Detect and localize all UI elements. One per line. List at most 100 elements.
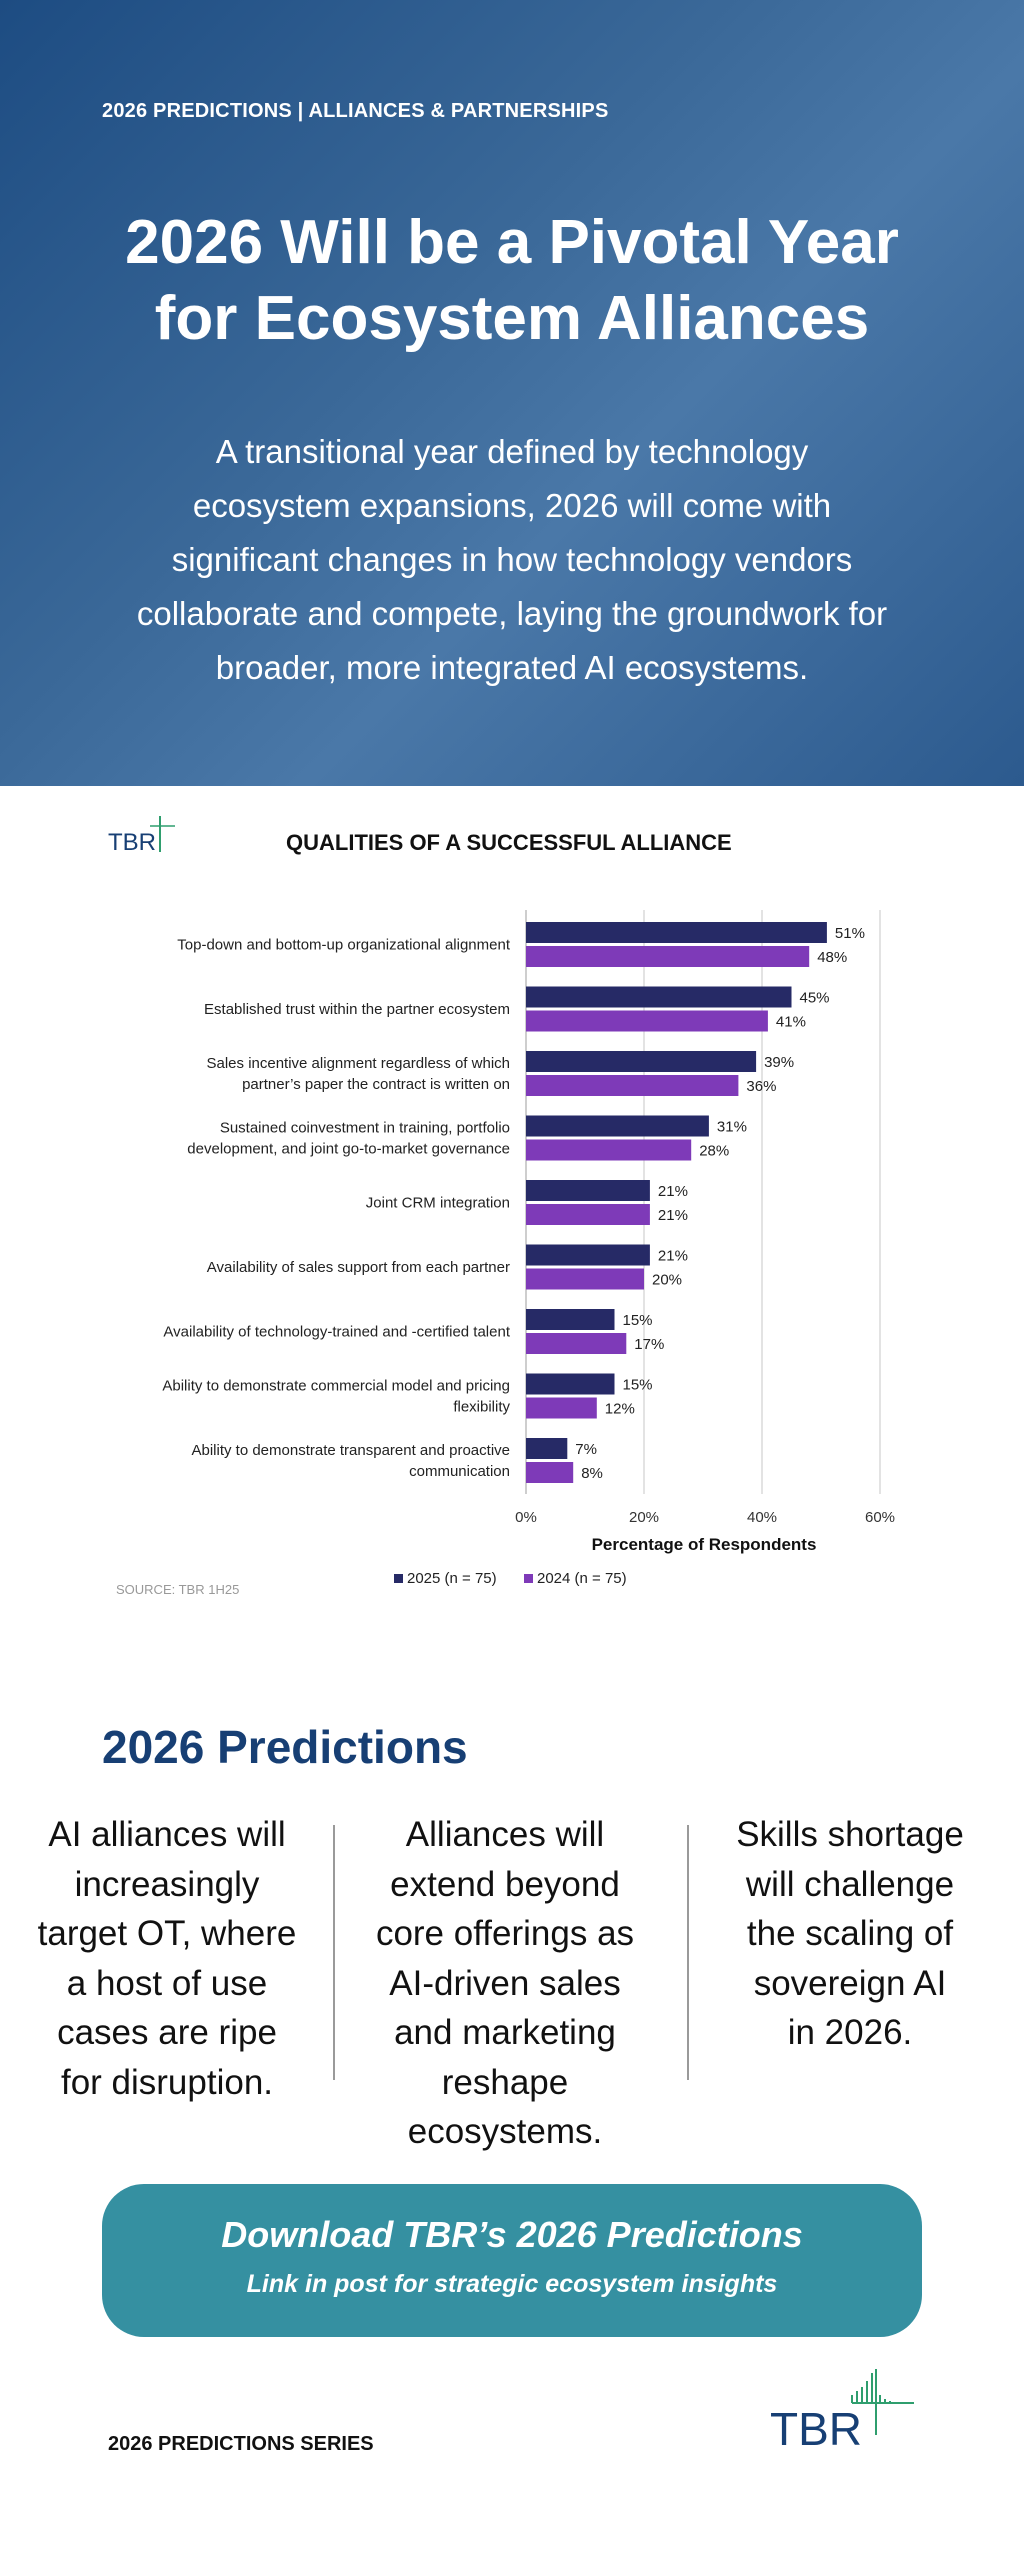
bar	[526, 1244, 650, 1266]
data-label: 21%	[658, 1183, 688, 1200]
bar	[526, 1180, 650, 1201]
bar-chart: TBR QUALITIES OF A SUCCESSFUL ALLIANCE 0% 2…	[108, 816, 895, 1597]
subtitle-line: broader, more integrated AI ecosystems.	[215, 649, 809, 686]
data-label: 8%	[581, 1465, 603, 1482]
tbr-logo: TBR	[770, 2369, 914, 2455]
chart-area: TBR QUALITIES OF A SUCCESSFUL ALLIANCE 0% 2…	[0, 786, 1024, 1646]
bar	[526, 1397, 597, 1419]
page-title-line: 2026 Will be a Pivotal Year	[125, 208, 899, 277]
data-label: 39%	[764, 1054, 794, 1071]
subtitle-line: A transitional year defined by technolog…	[215, 433, 809, 470]
x-axis-label: Percentage of Respondents	[592, 1535, 817, 1554]
prediction-line: reshape	[441, 2062, 569, 2102]
data-label: 17%	[634, 1336, 664, 1353]
bar	[526, 1204, 650, 1225]
download-cta-button[interactable]: Download TBR’s 2026 Predictions Link in …	[102, 2184, 922, 2337]
bar	[526, 1075, 739, 1096]
data-label: 36%	[746, 1078, 776, 1095]
page-title: 2026 Will be a Pivotal Year for Ecosyste…	[60, 205, 964, 357]
prediction-line: target OT, where	[37, 1914, 297, 1953]
chart-title: QUALITIES OF A SUCCESSFUL ALLIANCE	[286, 830, 732, 855]
data-label: 12%	[605, 1401, 635, 1418]
prediction-item: Skills shortage will challenge the scali…	[710, 1810, 990, 2058]
data-label: 28%	[699, 1143, 729, 1160]
bar	[526, 1051, 757, 1072]
prediction-line: in 2026.	[787, 2013, 913, 2052]
legend-swatch	[524, 1574, 533, 1583]
subtitle-line: significant changes in how technology ve…	[171, 541, 853, 578]
chart-logo-text: TBR	[108, 829, 156, 856]
prediction-line: AI alliances will	[48, 1815, 286, 1854]
category-label: development, and joint go-to-market gove…	[187, 1141, 510, 1158]
data-label: 31%	[717, 1119, 747, 1136]
data-label: 15%	[623, 1312, 653, 1329]
category-label: Ability to demonstrate commercial model …	[162, 1378, 510, 1395]
data-label: 45%	[800, 990, 830, 1007]
source-note: SOURCE: TBR 1H25	[116, 1582, 239, 1597]
prediction-line: extend beyond	[390, 1864, 620, 1904]
prediction-line: and marketing	[394, 2013, 616, 2052]
bar	[526, 946, 810, 967]
predictions-heading: 2026 Predictions	[102, 1721, 468, 1773]
prediction-line: ecosystems.	[407, 2112, 603, 2151]
subtitle-line: collaborate and compete, laying the grou…	[136, 595, 888, 632]
category-label: Established trust within the partner eco…	[204, 1001, 510, 1018]
prediction-line: the scaling of	[746, 1914, 954, 1953]
data-label: 21%	[658, 1207, 688, 1224]
hero-subtitle: A transitional year defined by technolog…	[92, 425, 932, 695]
data-label: 20%	[652, 1272, 682, 1289]
prediction-item: Alliances will extend beyond core offeri…	[355, 1810, 655, 2157]
category-label: Joint CRM integration	[366, 1195, 510, 1212]
data-label: 15%	[623, 1377, 653, 1394]
prediction-line: increasingly	[74, 1864, 260, 1904]
category-label: Ability to demonstrate transparent and p…	[191, 1442, 510, 1459]
bar	[526, 1373, 615, 1395]
series-label: 2026 PREDICTIONS SERIES	[108, 2433, 374, 2455]
category-label: Availability of sales support from each …	[207, 1259, 510, 1276]
bar	[526, 1438, 568, 1459]
legend-swatch	[394, 1574, 403, 1583]
x-tick-label: 40%	[747, 1509, 777, 1526]
cta-title: Download TBR’s 2026 Predictions	[221, 2214, 803, 2255]
category-label: flexibility	[453, 1399, 510, 1416]
bar	[526, 1333, 627, 1354]
category-label: Sales incentive alignment regardless of …	[207, 1055, 511, 1072]
data-label: 51%	[835, 925, 865, 942]
subtitle-line: ecosystem expansions, 2026 will come wit…	[192, 487, 832, 524]
category-label: Top-down and bottom-up organizational al…	[177, 937, 511, 954]
column-divider	[333, 1825, 335, 2080]
eyebrow-label: 2026 PREDICTIONS | ALLIANCES & PARTNERSH…	[102, 100, 609, 122]
bar	[526, 922, 827, 943]
legend-entry: 2025 (n = 75)	[407, 1570, 497, 1587]
prediction-line: cases are ripe	[57, 2013, 277, 2052]
data-label: 7%	[575, 1441, 597, 1458]
logo-wave-icon	[851, 2369, 914, 2435]
legend-entry: 2024 (n = 75)	[537, 1570, 627, 1587]
category-label: communication	[409, 1463, 510, 1480]
column-divider	[687, 1825, 689, 2080]
prediction-line: will challenge	[745, 1864, 955, 1904]
bar	[526, 1268, 644, 1290]
page-title-line: for Ecosystem Alliances	[154, 284, 870, 353]
prediction-line: a host of use	[66, 1963, 268, 2003]
x-tick-label: 20%	[629, 1509, 659, 1526]
x-tick-label: 0%	[515, 1509, 537, 1526]
tbr-logo-text: TBR	[770, 2403, 862, 2455]
bar	[526, 986, 792, 1008]
bar	[526, 1010, 768, 1032]
hero-banner: 2026 PREDICTIONS | ALLIANCES & PARTNERSH…	[0, 0, 1024, 786]
bar	[526, 1462, 574, 1483]
bar	[526, 1309, 615, 1330]
prediction-line: AI-driven sales	[389, 1963, 621, 2003]
bar	[526, 1139, 692, 1161]
data-label: 48%	[817, 949, 847, 966]
category-label: Sustained coinvestment in training, port…	[220, 1120, 510, 1137]
cta-subtitle: Link in post for strategic ecosystem ins…	[246, 2270, 778, 2298]
prediction-line: for disruption.	[60, 2062, 274, 2102]
category-label: Availability of technology-trained and -…	[163, 1324, 510, 1341]
prediction-line: core offerings as	[375, 1914, 635, 1953]
prediction-item: AI alliances will increasingly target OT…	[22, 1810, 312, 2107]
category-label: partner’s paper the contract is written …	[242, 1076, 510, 1093]
data-label: 41%	[776, 1014, 806, 1031]
prediction-line: Alliances will	[405, 1815, 605, 1854]
